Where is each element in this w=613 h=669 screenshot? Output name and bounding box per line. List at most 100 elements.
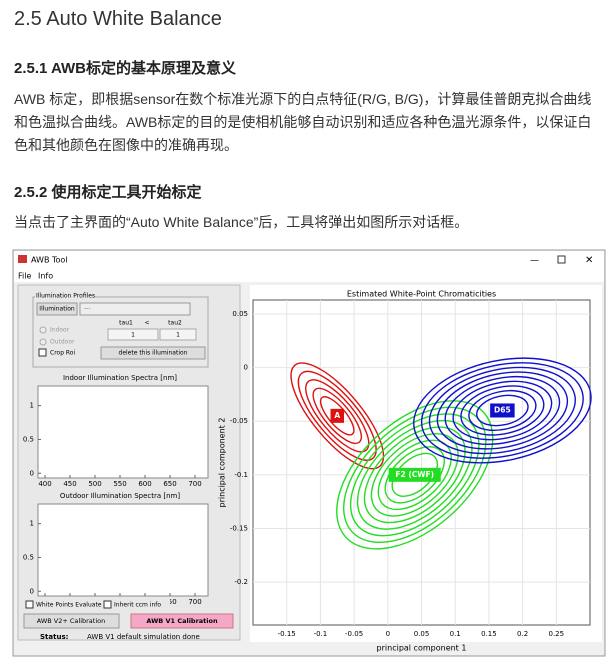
radio-label: Indoor (50, 327, 70, 334)
x-tick-label: 0.2 (517, 630, 528, 638)
button[interactable] (36, 302, 78, 316)
section-title: 2.5.2 使用标定工具开始标定 (14, 184, 202, 201)
y-axis-label: principal component 2 (218, 418, 227, 508)
x-tick-label: 650 (163, 480, 176, 488)
chart-title: Estimated White-Point Chromaticities (347, 290, 496, 299)
contour (336, 400, 494, 550)
radio-label: Outdoor (50, 339, 75, 346)
x-tick-label: 450 (63, 480, 76, 488)
contour (428, 366, 576, 455)
x-axis-label: principal component 1 (377, 644, 467, 653)
label: tau2 (168, 320, 182, 327)
checkbox-label: White Points Evaluate (36, 602, 102, 609)
x-tick-label: 0.25 (549, 630, 565, 638)
group-box (32, 296, 209, 368)
input[interactable] (159, 328, 197, 341)
checkbox[interactable] (38, 348, 47, 357)
white-point (330, 408, 344, 423)
menu-item[interactable]: File (18, 272, 31, 281)
checkbox[interactable] (103, 600, 112, 609)
button[interactable] (23, 613, 120, 629)
input-value: 1 (131, 332, 135, 339)
radio[interactable] (39, 338, 47, 346)
button-label: AWB V2+ Calibration (37, 617, 106, 625)
radio[interactable] (39, 326, 47, 334)
y-tick-label: 0.5 (23, 435, 34, 443)
close[interactable]: ✕ (585, 255, 593, 266)
contour (290, 362, 385, 470)
contour (305, 379, 370, 453)
plot-title: Indoor Illumination Spectra [nm] (63, 374, 177, 382)
button-label: Illumination (39, 306, 75, 313)
x-tick-label: 550 (113, 480, 126, 488)
x-tick-label: 0.05 (414, 630, 430, 638)
white-point (490, 403, 515, 418)
app-icon (18, 255, 27, 263)
dropdown[interactable] (79, 302, 191, 316)
menu-bar (14, 268, 604, 282)
y-tick-label: 0 (30, 469, 34, 477)
x-tick-label: 0.1 (450, 630, 461, 638)
label: tau1 (119, 320, 133, 327)
white-point-label: A (334, 411, 340, 420)
x-tick-label: -0.05 (345, 630, 363, 638)
button-label: AWB V1 Calibration (146, 617, 218, 625)
paragraph: AWB 标定，即根据sensor在数个标准光源下的白点特征(R/G, B/G)，… (14, 91, 592, 153)
input[interactable] (107, 328, 159, 341)
checkbox-label: Inherit ccm info (114, 602, 161, 609)
contour (468, 389, 537, 431)
menu-item[interactable]: Info (38, 272, 53, 281)
contour (356, 419, 473, 530)
y-tick-label: 1 (30, 520, 34, 528)
y-tick-label: -0.2 (234, 578, 248, 586)
x-tick-label: -0.15 (278, 630, 296, 638)
contour (420, 362, 584, 459)
plot-title: Outdoor Illumination Spectra [nm] (60, 492, 180, 500)
button-label: delete this illumination (119, 350, 188, 357)
x-tick-label: 0.15 (481, 630, 497, 638)
contour (476, 394, 529, 427)
y-tick-label: 1 (30, 402, 34, 410)
group-label-bg (35, 291, 95, 301)
minimize[interactable]: — (530, 256, 539, 266)
button[interactable] (100, 346, 206, 360)
contour (297, 370, 377, 461)
y-tick-label: 0.05 (232, 310, 248, 318)
checkbox[interactable] (25, 600, 34, 609)
white-point (388, 467, 441, 482)
input-value: 1 (176, 332, 180, 339)
dropdown-value: --- (84, 306, 91, 313)
x-tick-label: 600 (138, 480, 151, 488)
title-bar (14, 251, 604, 268)
y-tick-label: 0.5 (23, 553, 34, 561)
button[interactable] (130, 613, 234, 629)
x-tick-label: 700 (188, 598, 201, 606)
maximize[interactable] (557, 255, 566, 264)
checkbox-label: Crop Roi (50, 350, 75, 357)
white-point-label: D65 (494, 405, 511, 414)
contour (413, 357, 592, 464)
section-title: 2.5.1 AWB标定的基本原理及意义 (14, 60, 236, 77)
x-tick-label: 700 (188, 480, 201, 488)
group-title: Illumination Profiles (36, 293, 95, 300)
contour (444, 376, 561, 445)
x-tick-label: 0 (386, 630, 390, 638)
contour (436, 371, 569, 450)
status-label: Status: (40, 633, 69, 641)
contour (370, 432, 459, 517)
paragraph: 当点击了主界面的“Auto White Balance”后，工具将弹出如图所示对… (14, 214, 469, 230)
y-tick-label: -0.1 (234, 471, 248, 479)
x-tick-label: 400 (38, 480, 51, 488)
y-tick-label: -0.15 (230, 524, 248, 532)
white-point-label: F2 (CWF) (395, 470, 434, 479)
y-tick-label: 0 (244, 364, 248, 372)
plot-area (37, 503, 209, 597)
plot-area (37, 385, 209, 479)
contour (460, 385, 545, 436)
x-tick-label: 500 (88, 480, 101, 488)
contour (452, 380, 553, 441)
contour (312, 387, 362, 445)
status-text: AWB V1 default simulation done (87, 633, 200, 641)
